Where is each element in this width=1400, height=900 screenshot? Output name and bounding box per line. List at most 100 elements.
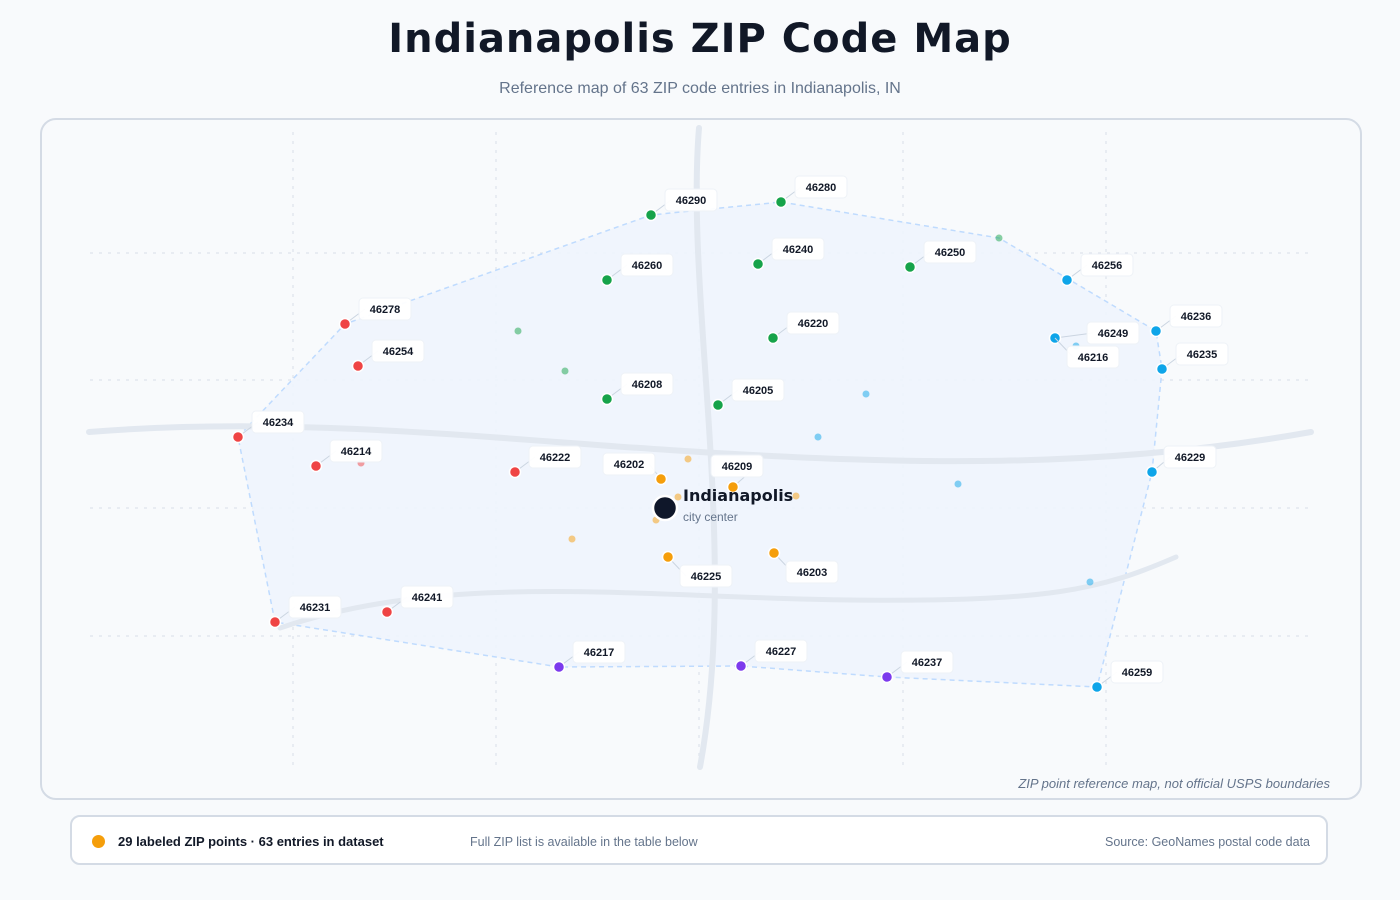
- zip-point-minor-13: [792, 492, 800, 500]
- zip-label-box-46227: [754, 639, 808, 663]
- zip-label-box-46208: [620, 372, 674, 396]
- zip-label-box-46225: [679, 564, 733, 588]
- zip-label-box-46217: [572, 640, 626, 664]
- zip-label-box-46278: [358, 297, 412, 321]
- zip-label-box-46280: [794, 175, 848, 199]
- zip-label-46227: 46227: [766, 646, 797, 658]
- zip-label-box-46259: [1110, 660, 1164, 684]
- zip-label-box-46254: [371, 339, 425, 363]
- zip-label-46203: 46203: [797, 567, 828, 579]
- zip-point-46290[interactable]: [644, 208, 658, 222]
- zip-point-46220[interactable]: [766, 331, 780, 345]
- zip-label-box-46241: [400, 585, 454, 609]
- zip-point-46254[interactable]: [351, 359, 365, 373]
- zip-point-46256[interactable]: [1060, 273, 1074, 287]
- zip-label-46231: 46231: [300, 602, 331, 614]
- zip-point-46280[interactable]: [774, 195, 788, 209]
- zip-point-46203[interactable]: [767, 546, 781, 560]
- legend-bar: 29 labeled ZIP points · 63 entries in da…: [70, 815, 1328, 865]
- page-title: Indianapolis ZIP Code Map: [388, 16, 1012, 62]
- zip-point-minor-3: [862, 390, 870, 398]
- zip-point-minor-4: [814, 433, 822, 441]
- map-canvas[interactable]: 46290 46280 46260 46240 46250 46220 46208 46205…: [0, 0, 1400, 810]
- zip-point-46235[interactable]: [1155, 362, 1169, 376]
- zip-point-46250[interactable]: [903, 260, 917, 274]
- zip-label-box-46209: [710, 454, 764, 478]
- zip-point-46208[interactable]: [600, 392, 614, 406]
- zip-label-46280: 46280: [806, 182, 837, 194]
- zip-label-box-46202: [602, 452, 656, 476]
- zip-label-box-46290: [664, 188, 718, 212]
- zip-label-box-46214: [329, 439, 383, 463]
- zip-point-minor-5: [954, 480, 962, 488]
- zip-point-46227[interactable]: [734, 659, 748, 673]
- zip-label-46214: 46214: [341, 446, 372, 458]
- zip-label-46290: 46290: [676, 195, 707, 207]
- zip-label-46259: 46259: [1122, 667, 1153, 679]
- zip-point-46240[interactable]: [751, 257, 765, 271]
- zip-label-46220: 46220: [798, 318, 829, 330]
- zip-label-46240: 46240: [783, 244, 814, 256]
- zip-label-46256: 46256: [1092, 260, 1123, 272]
- zip-label-box-46205: [731, 378, 785, 402]
- zip-label-46254: 46254: [383, 346, 414, 358]
- zip-label-box-46216: [1066, 345, 1120, 369]
- zip-point-46259[interactable]: [1090, 680, 1104, 694]
- zip-label-box-46240: [771, 237, 825, 261]
- zip-label-box-46203: [785, 560, 839, 584]
- zip-point-46231[interactable]: [268, 615, 282, 629]
- zip-label-46250: 46250: [935, 247, 966, 259]
- zip-label-box-46237: [900, 650, 954, 674]
- city-sublabel: city center: [683, 510, 738, 524]
- zip-point-46205[interactable]: [711, 398, 725, 412]
- zip-point-minor-12: [674, 493, 682, 501]
- zip-label-box-46250: [923, 240, 977, 264]
- zip-label-box-46231: [288, 595, 342, 619]
- zip-point-46236[interactable]: [1149, 324, 1163, 338]
- zip-label-46229: 46229: [1175, 452, 1206, 464]
- zip-label-46241: 46241: [412, 592, 443, 604]
- zip-point-minor-6: [1086, 578, 1094, 586]
- city-center-marker[interactable]: [651, 494, 679, 522]
- zip-label-46225: 46225: [691, 571, 722, 583]
- zip-point-46234[interactable]: [231, 430, 245, 444]
- zip-label-box-46222: [528, 445, 582, 469]
- zip-label-46222: 46222: [540, 452, 571, 464]
- zip-label-box-46236: [1169, 304, 1223, 328]
- zip-point-46260[interactable]: [600, 273, 614, 287]
- zip-point-minor-0: [995, 234, 1003, 242]
- zip-point-46222[interactable]: [508, 465, 522, 479]
- zip-point-minor-10: [568, 535, 576, 543]
- legend-note: Full ZIP list is available in the table …: [470, 835, 698, 849]
- zip-label-box-46249: [1086, 321, 1140, 345]
- zip-point-46217[interactable]: [552, 660, 566, 674]
- zip-point-46202[interactable]: [654, 472, 668, 486]
- zip-label-box-46220: [786, 311, 840, 335]
- zip-label-46260: 46260: [632, 260, 663, 272]
- zip-point-46214[interactable]: [309, 459, 323, 473]
- zip-label-box-46229: [1163, 445, 1217, 469]
- zip-point-46237[interactable]: [880, 670, 894, 684]
- legend-dot-icon: [92, 835, 105, 848]
- zip-label-46234: 46234: [263, 417, 294, 429]
- zip-point-minor-1: [514, 327, 522, 335]
- legend-source: Source: GeoNames postal code data: [1105, 835, 1310, 849]
- city-boundary: [237, 201, 1163, 688]
- zip-point-46209[interactable]: [726, 480, 740, 494]
- zip-label-box-46256: [1080, 253, 1134, 277]
- zip-label-46278: 46278: [370, 304, 401, 316]
- zip-label-46217: 46217: [584, 647, 615, 659]
- zip-point-46241[interactable]: [380, 605, 394, 619]
- zip-point-46229[interactable]: [1145, 465, 1159, 479]
- map-footnote: ZIP point reference map, not official US…: [1018, 776, 1330, 791]
- zip-label-box-46235: [1175, 342, 1229, 366]
- zip-point-minor-2: [561, 367, 569, 375]
- zip-label-46237: 46237: [912, 657, 943, 669]
- city-name-label: Indianapolis: [683, 486, 793, 505]
- zip-label-46235: 46235: [1187, 349, 1218, 361]
- zip-label-46216: 46216: [1078, 352, 1109, 364]
- zip-point-minor-9: [684, 455, 692, 463]
- zip-label-46205: 46205: [743, 385, 774, 397]
- zip-point-46278[interactable]: [338, 317, 352, 331]
- zip-point-46225[interactable]: [661, 550, 675, 564]
